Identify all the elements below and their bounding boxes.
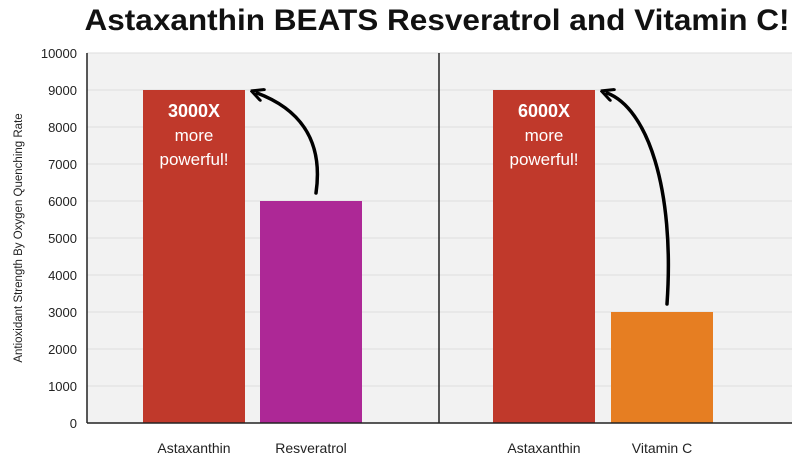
y-tick-label: 4000 bbox=[48, 268, 77, 283]
y-tick-label: 1000 bbox=[48, 379, 77, 394]
x-category-label: Resveratrol bbox=[275, 440, 347, 456]
y-tick-label: 7000 bbox=[48, 157, 77, 172]
annotation-text: more bbox=[525, 126, 564, 145]
comparison-arrow bbox=[607, 93, 671, 306]
x-category-label: Vitamin C bbox=[632, 440, 692, 456]
chart-title: Astaxanthin BEATS Resveratrol and Vitami… bbox=[85, 4, 790, 37]
y-tick-label: 10000 bbox=[41, 46, 77, 61]
x-category-label: Astaxanthin bbox=[507, 440, 580, 456]
annotation-text: powerful! bbox=[160, 150, 229, 169]
annotation-text: more bbox=[175, 126, 214, 145]
bar-astaxanthin bbox=[493, 90, 595, 423]
y-axis-label: Antioxidant Strength By Oxygen Quenching… bbox=[13, 113, 25, 362]
y-tick-label: 8000 bbox=[48, 120, 77, 135]
bar-astaxanthin bbox=[143, 90, 245, 423]
bar-vitamin-c bbox=[611, 312, 713, 423]
y-tick-label: 0 bbox=[70, 416, 77, 431]
y-tick-label: 3000 bbox=[48, 305, 77, 320]
y-tick-label: 9000 bbox=[48, 83, 77, 98]
y-tick-label: 6000 bbox=[48, 194, 77, 209]
bar-resveratrol bbox=[260, 201, 362, 423]
annotation-text: 3000X bbox=[168, 101, 220, 121]
y-tick-label: 2000 bbox=[48, 342, 77, 357]
comparison-arrow bbox=[257, 93, 320, 195]
y-tick-label: 5000 bbox=[48, 231, 77, 246]
annotation-text: powerful! bbox=[510, 150, 579, 169]
annotation-text: 6000X bbox=[518, 101, 570, 121]
x-category-label: Astaxanthin bbox=[157, 440, 230, 456]
